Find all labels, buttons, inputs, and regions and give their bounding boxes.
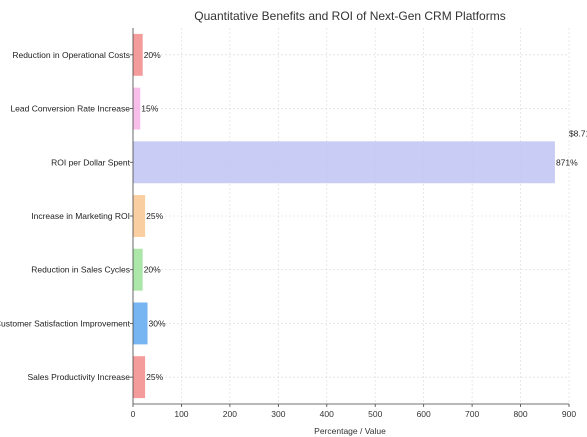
- y-tick-label: Reduction in Sales Cycles: [31, 265, 130, 275]
- bar: [133, 87, 141, 130]
- chart-title: Quantitative Benefits and ROI of Next-Ge…: [194, 9, 505, 23]
- y-tick-label: Customer Satisfaction Improvement: [0, 318, 131, 328]
- bar: [133, 248, 143, 291]
- x-tick-label: 600: [417, 409, 431, 419]
- x-tick-label: 100: [174, 409, 188, 419]
- x-tick-label: 900: [562, 409, 576, 419]
- bar: [133, 302, 148, 345]
- x-tick-label: 0: [131, 409, 136, 419]
- data-label: 20%: [144, 265, 161, 275]
- y-tick-label: Lead Conversion Rate Increase: [10, 104, 130, 114]
- x-tick-label: 800: [513, 409, 527, 419]
- bar: [133, 33, 143, 76]
- x-axis-label: Percentage / Value: [314, 426, 386, 436]
- y-tick-label: Sales Productivity Increase: [27, 372, 130, 382]
- data-label: 25%: [146, 211, 163, 221]
- data-label: 15%: [141, 104, 158, 114]
- x-tick-label: 400: [320, 409, 334, 419]
- data-label: 25%: [146, 372, 163, 382]
- x-tick-label: 300: [271, 409, 285, 419]
- grid: [132, 28, 570, 404]
- y-tick-label: Reduction in Operational Costs: [12, 50, 130, 60]
- data-label: 871%: [556, 157, 578, 167]
- x-tick-label: 200: [223, 409, 237, 419]
- y-tick-label: Increase in Marketing ROI: [31, 211, 130, 221]
- data-label: 30%: [149, 318, 166, 328]
- annotation-label: $8.71: [569, 128, 587, 138]
- bar: [133, 195, 146, 237]
- x-tick-label: 500: [368, 409, 382, 419]
- x-tick-label: 700: [465, 409, 479, 419]
- bars: 20% 15% 871% 25% 20% 30% 25% $8.71: [133, 33, 587, 399]
- bar: [133, 356, 146, 399]
- y-tick-label: ROI per Dollar Spent: [51, 157, 131, 167]
- data-label: 20%: [144, 50, 161, 60]
- bar: [133, 141, 555, 184]
- axes: 0 100 200 300 400 500 600 700 800 900 Reduction in…: [0, 28, 576, 419]
